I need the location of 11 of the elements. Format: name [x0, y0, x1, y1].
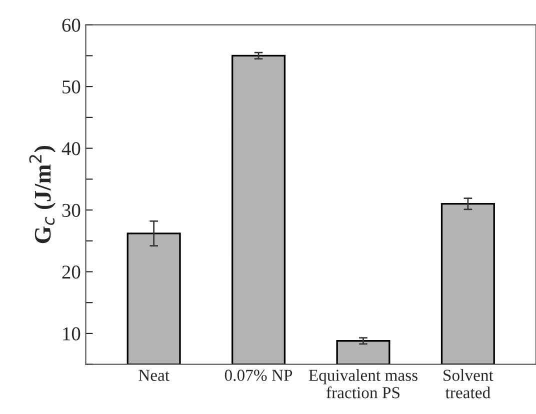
x-tick-label: Equivalent mass fraction PS — [308, 369, 418, 398]
x-tick-label: Neat — [138, 370, 170, 381]
y-tick-label: 60 — [62, 18, 80, 32]
y-tick-label: 40 — [62, 142, 80, 156]
y-tick-label: 20 — [62, 266, 80, 279]
y-tick-label: 10 — [63, 327, 80, 340]
y-axis-title: G$_{c}$ (J/m$^{2}$) — [29, 146, 56, 244]
y-tick-label: 30 — [62, 204, 80, 217]
x-tick-label: Solvent treated — [444, 369, 494, 398]
y-tick-label: 50 — [62, 80, 80, 94]
x-tick-label: 0.07% NP — [224, 370, 292, 381]
